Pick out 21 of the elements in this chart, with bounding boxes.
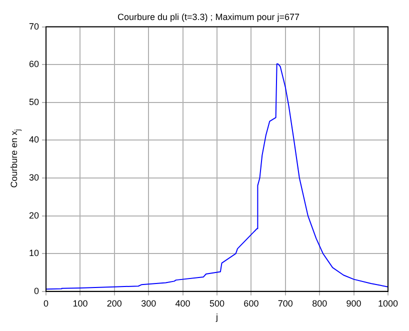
y-tick-label: 60: [28, 59, 40, 70]
x-tick-label: 1000: [378, 298, 398, 308]
y-tick-label: 0: [34, 286, 40, 296]
x-tick-label: 500: [209, 298, 225, 308]
x-tick-label: 300: [141, 298, 156, 308]
x-tick-label: 700: [278, 298, 293, 308]
y-tick-label: 40: [28, 134, 40, 145]
x-tick-label: 900: [346, 298, 362, 308]
x-tick-label: 100: [72, 298, 88, 308]
x-tick-label: 400: [175, 298, 190, 308]
y-tick-label: 10: [28, 248, 40, 258]
x-tick-label: 600: [244, 298, 259, 308]
x-tick-label: 800: [312, 298, 328, 308]
y-tick-label: 30: [28, 172, 40, 182]
y-tick-label: 20: [28, 210, 40, 220]
x-tick-label: 0: [44, 298, 49, 308]
x-tick-label: 200: [106, 298, 122, 308]
x-axis-title: j: [215, 312, 218, 322]
chart-title: Courbure du pli (t=3.3) ; Maximum pour j=677: [117, 12, 300, 22]
y-tick-label: 50: [28, 96, 40, 107]
y-tick-label: 70: [28, 21, 40, 32]
